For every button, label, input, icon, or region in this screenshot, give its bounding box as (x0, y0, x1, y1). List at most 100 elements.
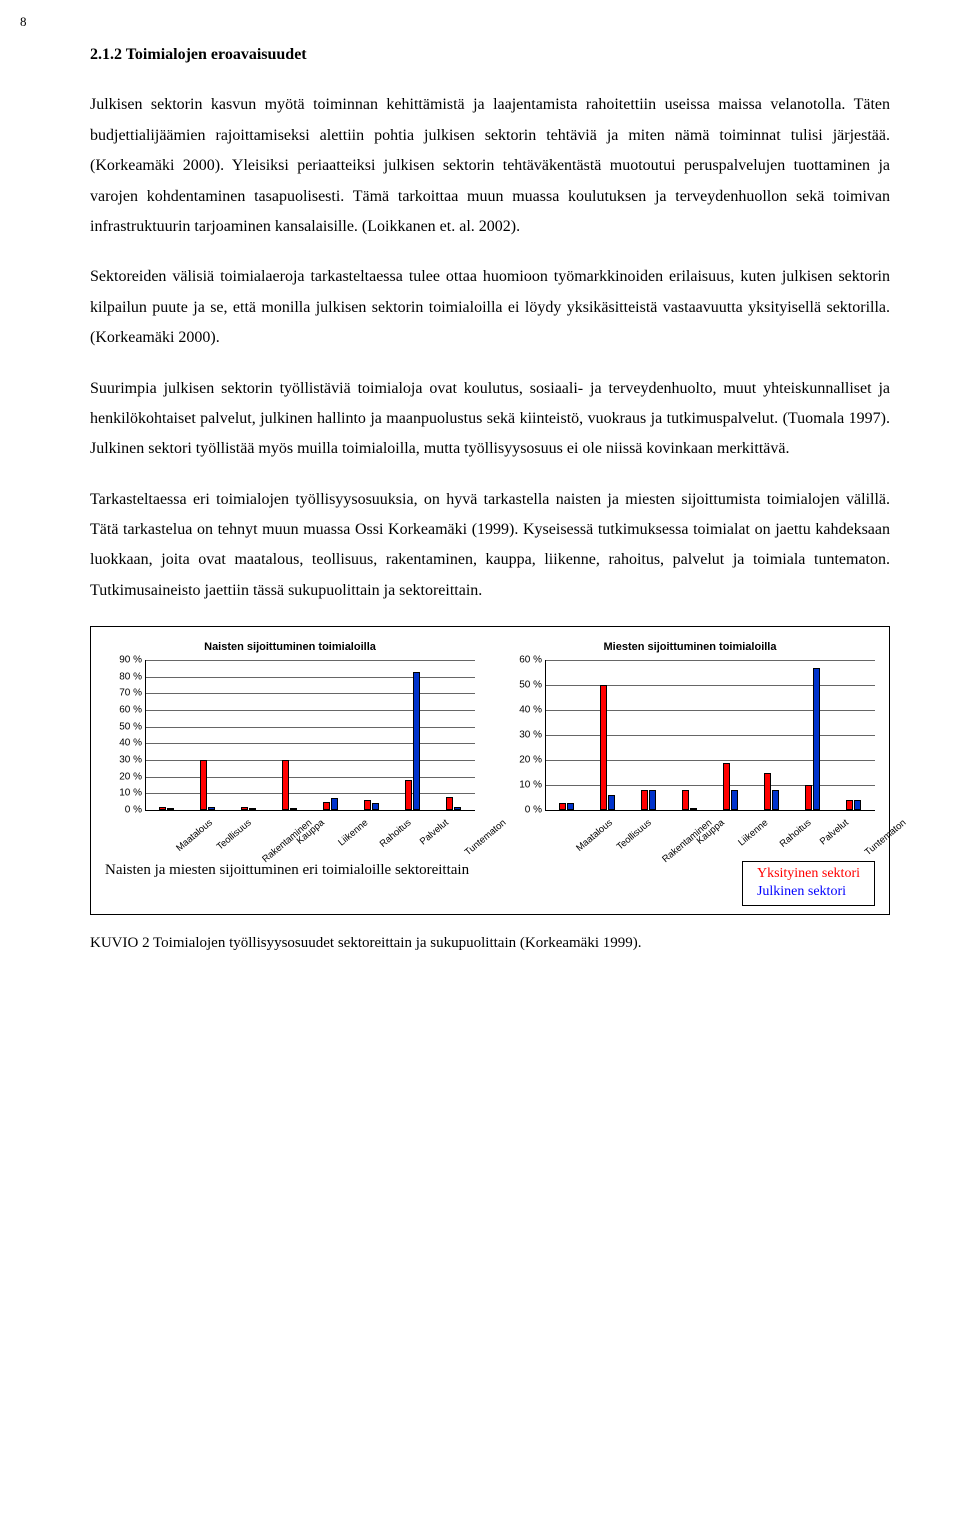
bar-group (282, 760, 297, 810)
bar-public (167, 808, 174, 810)
bar-public (331, 798, 338, 810)
bar-public (372, 803, 379, 810)
xtick-label: Maatalous (172, 815, 217, 857)
paragraph: Suurimpia julkisen sektorin työllistäviä… (90, 374, 890, 465)
bar-private (282, 760, 289, 810)
xtick-label: Palvelut (416, 815, 454, 851)
bar-group (364, 800, 379, 810)
xtick-label: Rahoitus (376, 815, 416, 853)
ytick-label: 20 % (519, 751, 546, 770)
bar-public (649, 790, 656, 810)
bar-public (567, 803, 574, 811)
ytick-label: 60 % (519, 651, 546, 670)
chart-women: Naisten sijoittuminen toimialoilla 0 %10… (105, 637, 475, 859)
bar-private (159, 807, 166, 810)
chart-title: Miesten sijoittuminen toimialoilla (505, 637, 875, 658)
gridline (546, 710, 875, 711)
gridline (546, 660, 875, 661)
gridline (146, 727, 475, 728)
ytick-label: 10 % (519, 776, 546, 795)
gridline (146, 710, 475, 711)
chart-men: Miesten sijoittuminen toimialoilla 0 %10… (505, 637, 875, 859)
figure-source: KUVIO 2 Toimialojen työllisyysosuudet se… (90, 929, 890, 958)
chart-plot-area: 0 %10 %20 %30 %40 %50 %60 %70 %80 %90 % (145, 660, 475, 811)
chart-xaxis: MaatalousTeollisuusRakentaminenKauppaLii… (145, 811, 475, 859)
bar-group (159, 807, 174, 810)
bar-group (200, 760, 215, 810)
gridline (146, 777, 475, 778)
paragraph: Julkisen sektorin kasvun myötä toiminnan… (90, 90, 890, 242)
bar-private (764, 773, 771, 811)
gridline (146, 793, 475, 794)
bar-group (846, 800, 861, 810)
gridline (546, 735, 875, 736)
bar-group (446, 797, 461, 810)
ytick-label: 80 % (119, 667, 146, 686)
bar-private (446, 797, 453, 810)
figure-box: Naisten sijoittuminen toimialoilla 0 %10… (90, 626, 890, 914)
ytick-label: 90 % (119, 651, 146, 670)
bar-public (854, 800, 861, 810)
gridline (146, 760, 475, 761)
ytick-label: 50 % (519, 676, 546, 695)
bar-private (846, 800, 853, 810)
gridline (146, 660, 475, 661)
xtick-label: Teollisuus (612, 815, 656, 856)
chart-title: Naisten sijoittuminen toimialoilla (105, 637, 475, 658)
ytick-label: 60 % (119, 701, 146, 720)
figure-legend: Yksityinen sektori Julkinen sektori (742, 861, 875, 905)
bar-public (608, 795, 615, 810)
bar-group (323, 798, 338, 810)
bar-private (323, 802, 330, 810)
bar-public (249, 808, 256, 810)
xtick-label: Teollisuus (212, 815, 256, 856)
figure-caption: Naisten ja miesten sijoittuminen eri toi… (105, 861, 469, 881)
bar-private (559, 803, 566, 811)
bar-private (641, 790, 648, 810)
ytick-label: 40 % (119, 734, 146, 753)
ytick-label: 50 % (119, 717, 146, 736)
bar-private (682, 790, 689, 810)
bar-group (641, 790, 656, 810)
bar-public (690, 808, 697, 811)
ytick-label: 0 % (125, 801, 146, 820)
legend-public: Julkinen sektori (757, 883, 860, 901)
ytick-label: 70 % (119, 684, 146, 703)
xtick-label: Tuntematon (461, 815, 511, 861)
paragraph: Tarkasteltaessa eri toimialojen työllisy… (90, 485, 890, 607)
ytick-label: 40 % (519, 701, 546, 720)
xtick-label: Rahoitus (776, 815, 816, 853)
bar-group (723, 763, 738, 811)
chart-plot-area: 0 %10 %20 %30 %40 %50 %60 % (545, 660, 875, 811)
gridline (546, 785, 875, 786)
section-heading: 2.1.2 Toimialojen eroavaisuudet (90, 40, 890, 70)
xtick-label: Palvelut (816, 815, 854, 851)
bar-group (405, 672, 420, 810)
gridline (546, 685, 875, 686)
gridline (546, 760, 875, 761)
ytick-label: 0 % (525, 801, 546, 820)
ytick-label: 20 % (119, 767, 146, 786)
gridline (146, 693, 475, 694)
bar-group (764, 773, 779, 811)
bar-group (600, 685, 615, 810)
bar-public (454, 807, 461, 810)
xtick-label: Liikenne (334, 815, 373, 852)
bar-private (805, 785, 812, 810)
paragraph: Sektoreiden välisiä toimialaeroja tarkas… (90, 262, 890, 353)
gridline (146, 743, 475, 744)
chart-xaxis: MaatalousTeollisuusRakentaminenKauppaLii… (545, 811, 875, 859)
bar-public (813, 668, 820, 811)
xtick-label: Tuntematon (861, 815, 911, 861)
bar-group (682, 790, 697, 810)
xtick-label: Liikenne (734, 815, 773, 852)
ytick-label: 30 % (519, 726, 546, 745)
legend-private: Yksityinen sektori (757, 865, 860, 883)
bar-private (723, 763, 730, 811)
bar-private (405, 780, 412, 810)
bar-public (208, 807, 215, 810)
bar-private (364, 800, 371, 810)
ytick-label: 30 % (119, 751, 146, 770)
bar-private (600, 685, 607, 810)
bar-private (241, 807, 248, 810)
